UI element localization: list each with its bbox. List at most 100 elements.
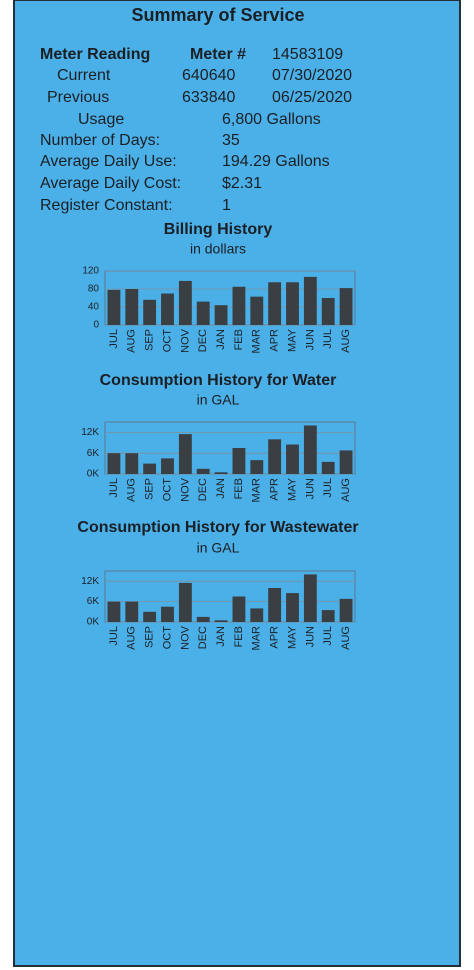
row-label: Current [57, 67, 111, 84]
x-tick-label: JUN [304, 626, 316, 647]
x-tick-label: OCT [161, 329, 173, 353]
x-tick-label: AUG [340, 329, 352, 353]
bar [143, 463, 157, 474]
detail-label: Number of Days: [40, 132, 160, 149]
x-tick-label: NOV [179, 328, 191, 353]
bar [321, 610, 335, 622]
x-tick-label: JUN [304, 329, 316, 350]
y-tick-label: 12K [81, 576, 99, 587]
x-tick-label: FEB [233, 478, 245, 499]
chart-title: Consumption History for Water [100, 372, 337, 389]
chart-title: Billing History [164, 221, 273, 238]
meter-heading: Meter Reading [40, 46, 150, 63]
meter-number-label: Meter # [190, 46, 246, 63]
bar [214, 620, 228, 622]
x-tick-label: FEB [233, 626, 245, 647]
bar [339, 450, 353, 474]
x-tick-label: SEP [144, 626, 156, 648]
bar [125, 289, 139, 325]
x-tick-label: AUG [340, 478, 352, 502]
x-tick-label: OCT [161, 478, 173, 502]
bar [303, 425, 317, 474]
date: 07/30/2020 [272, 67, 352, 84]
bar [161, 458, 174, 474]
bar [125, 453, 139, 474]
detail-value: 194.29 Gallons [222, 153, 330, 170]
bar [214, 472, 228, 474]
x-tick-label: FEB [233, 329, 245, 350]
x-tick-label: MAR [251, 626, 263, 651]
x-tick-label: MAY [286, 625, 298, 649]
y-tick-label: 0K [87, 469, 100, 480]
bar [303, 574, 317, 622]
title: Summary of Service [131, 5, 304, 25]
bar [321, 461, 335, 474]
x-tick-label: MAY [286, 328, 298, 352]
usage-label: Usage [78, 111, 124, 128]
x-tick-label: MAR [251, 329, 263, 354]
x-tick-label: DEC [197, 329, 209, 352]
bar [339, 598, 353, 622]
row-label: Previous [47, 89, 109, 106]
x-tick-label: JAN [215, 329, 227, 350]
x-tick-label: JUL [322, 626, 334, 646]
x-tick-label: APR [269, 626, 281, 649]
bar [250, 460, 264, 474]
y-tick-label: 12K [81, 427, 99, 438]
x-tick-label: APR [269, 478, 281, 501]
detail-label: Register Constant: [40, 197, 173, 214]
bar [286, 593, 299, 622]
detail-label: Average Daily Cost: [40, 175, 181, 192]
x-tick-label: APR [269, 329, 281, 352]
x-tick-label: AUG [126, 478, 138, 502]
bar [107, 289, 121, 325]
x-tick-label: JUN [304, 478, 316, 499]
bar [232, 286, 246, 325]
chart-subtitle: in dollars [190, 241, 246, 257]
bar [196, 468, 210, 474]
chart-title: Consumption History for Wastewater [77, 519, 358, 536]
chart-subtitle: in GAL [197, 392, 240, 408]
bar [125, 601, 139, 622]
y-tick-label: 0K [87, 617, 100, 628]
reading: 640640 [182, 67, 235, 84]
detail-value: 1 [222, 197, 231, 214]
bar [303, 276, 317, 325]
y-tick-label: 6K [87, 596, 100, 607]
bar [161, 293, 174, 325]
meter-number: 14583109 [272, 46, 343, 63]
bar [143, 611, 157, 622]
x-tick-label: DEC [197, 626, 209, 649]
y-tick-label: 120 [82, 266, 99, 277]
x-tick-label: AUG [126, 329, 138, 353]
bar [268, 439, 282, 474]
usage: 6,800 Gallons [222, 111, 321, 128]
x-tick-label: SEP [144, 329, 156, 351]
bar [268, 282, 282, 325]
bar [232, 448, 246, 474]
reading: 633840 [182, 89, 235, 106]
y-tick-label: 40 [88, 302, 100, 313]
bar [161, 606, 174, 622]
x-tick-label: NOV [179, 625, 191, 650]
x-tick-label: NOV [179, 477, 191, 502]
x-tick-label: AUG [126, 626, 138, 650]
x-tick-label: AUG [340, 626, 352, 650]
bar [214, 305, 228, 325]
x-tick-label: JAN [215, 478, 227, 499]
bar [232, 596, 246, 622]
bar [178, 280, 192, 325]
panel [13, 0, 461, 967]
bar [196, 301, 210, 325]
bar [286, 444, 299, 474]
chart-subtitle: in GAL [197, 540, 240, 556]
bar [178, 434, 192, 474]
x-tick-label: MAY [286, 477, 298, 501]
bar [250, 608, 264, 622]
x-tick-label: OCT [161, 626, 173, 650]
bar [107, 453, 121, 474]
detail-label: Average Daily Use: [40, 153, 177, 170]
bar [250, 296, 264, 325]
x-tick-label: JUL [322, 478, 334, 498]
date: 06/25/2020 [272, 89, 352, 106]
